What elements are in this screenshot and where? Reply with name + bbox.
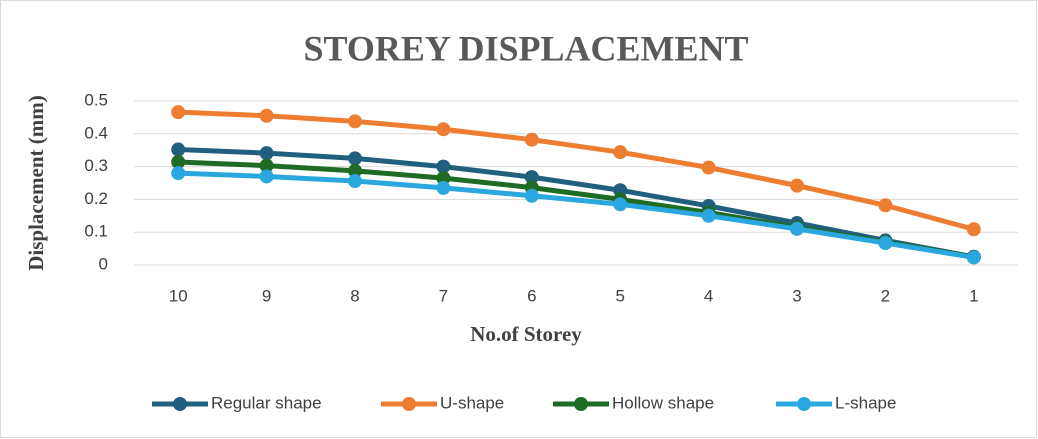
chart-title: STOREY DISPLACEMENT <box>303 28 748 68</box>
legend-swatch-marker <box>402 397 416 411</box>
legend-label: U-shape <box>440 393 504 412</box>
data-point <box>259 146 274 161</box>
series-line <box>178 147 975 260</box>
x-tick-label: 2 <box>881 286 890 305</box>
data-point <box>436 159 451 174</box>
data-point <box>966 222 981 237</box>
legend-label: L-shape <box>835 393 896 412</box>
y-tick-label: 0.3 <box>84 156 108 175</box>
data-point <box>436 122 451 137</box>
data-point <box>171 105 186 120</box>
data-point <box>171 166 186 181</box>
data-point <box>790 221 804 236</box>
y-axis-label: Displacement (mm) <box>24 95 48 271</box>
data-point <box>701 160 716 175</box>
series-line <box>178 109 975 232</box>
x-tick-label: 3 <box>792 286 801 305</box>
data-point <box>878 198 893 213</box>
data-point <box>259 169 274 184</box>
data-point <box>259 108 274 123</box>
data-point <box>613 145 628 160</box>
legend-label: Hollow shape <box>612 393 714 412</box>
data-point <box>524 188 539 203</box>
y-tick-label: 0 <box>99 254 108 273</box>
x-tick-label: 4 <box>704 286 713 305</box>
x-tick-label: 8 <box>350 286 359 305</box>
data-point <box>348 163 362 178</box>
x-tick-label: 9 <box>262 286 271 305</box>
data-point <box>348 174 362 189</box>
data-point <box>171 155 186 170</box>
data-point <box>790 178 804 193</box>
x-tick-label: 5 <box>615 286 624 305</box>
data-point <box>524 132 539 147</box>
data-point <box>436 180 451 195</box>
data-point <box>878 236 893 251</box>
data-point <box>613 197 628 212</box>
x-tick-label: 6 <box>527 286 536 305</box>
data-point <box>171 142 186 157</box>
data-point <box>436 171 451 186</box>
x-tick-label: 1 <box>969 286 978 305</box>
legend-swatch-marker <box>173 397 187 411</box>
data-point <box>348 151 362 166</box>
legend-label: Regular shape <box>211 393 322 412</box>
y-tick-label: 0.2 <box>84 189 108 208</box>
y-tick-label: 0.5 <box>84 90 108 109</box>
data-point <box>524 170 539 185</box>
x-tick-label: 7 <box>439 286 448 305</box>
legend-swatch-marker <box>574 397 588 411</box>
y-tick-label: 0.4 <box>84 123 108 142</box>
data-point <box>966 250 981 265</box>
legend-swatch-marker <box>797 397 811 411</box>
data-point <box>701 208 716 223</box>
data-point <box>259 158 274 173</box>
y-tick-label: 0.1 <box>84 222 108 241</box>
data-point <box>348 114 362 129</box>
x-axis-label: No.of Storey <box>470 322 582 346</box>
series-line <box>178 170 975 260</box>
x-tick-label: 10 <box>169 286 188 305</box>
